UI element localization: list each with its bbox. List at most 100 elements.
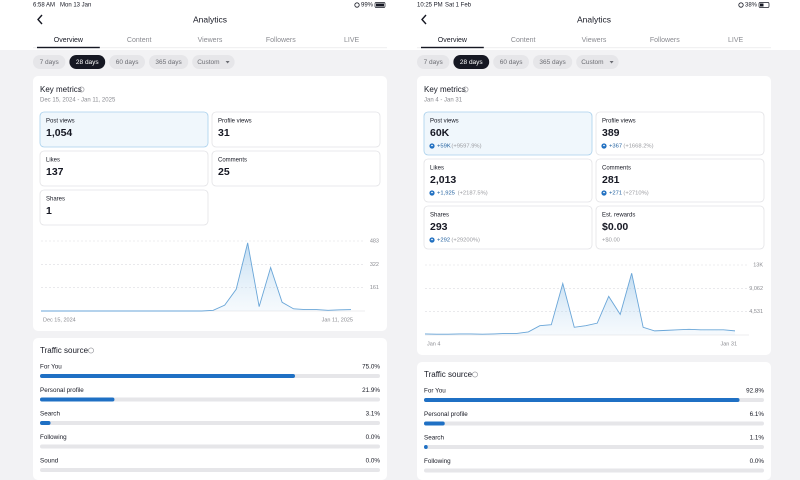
tab[interactable]: LIVE: [344, 37, 360, 44]
metric-tile[interactable]: [211, 150, 381, 187]
metric-tile[interactable]: [595, 111, 765, 156]
x-axis-label: Jan 4: [427, 341, 440, 347]
traffic-card: [417, 362, 771, 480]
card-title: Traffic source: [424, 370, 473, 379]
dropdown-caret: [225, 61, 230, 64]
x-axis-label: Dec 15, 2024: [43, 317, 76, 323]
metric-tile[interactable]: [211, 111, 381, 148]
source-percent: 0.0%: [750, 458, 765, 465]
range-pill[interactable]: [109, 55, 145, 69]
range-pill[interactable]: [453, 55, 490, 69]
tab[interactable]: Content: [511, 37, 536, 44]
source-name: Search: [40, 411, 60, 418]
tab-underline: [421, 46, 484, 49]
tab[interactable]: LIVE: [728, 37, 744, 44]
source-percent: 6.1%: [750, 411, 765, 418]
y-tick-label: 483: [370, 238, 379, 244]
chart-line: [41, 242, 352, 312]
y-tick-label: 4,531: [749, 309, 763, 315]
range-label[interactable]: Custom: [197, 59, 219, 66]
card-title: Traffic source: [40, 346, 89, 355]
metric-label: Shares: [46, 197, 65, 203]
date-range: Jan 4 - Jan 31: [424, 98, 463, 104]
top-bar: [0, 0, 400, 50]
page-title: Analytics: [577, 14, 611, 24]
range-label[interactable]: 7 days: [40, 59, 60, 66]
bar-fill: [40, 421, 51, 425]
range-label[interactable]: 365 days: [155, 59, 182, 66]
tab[interactable]: Overview: [438, 37, 468, 44]
tab-underline: [37, 46, 100, 49]
y-tick-label: 161: [370, 285, 379, 291]
status-time: 10:25 PM: [417, 3, 443, 9]
battery-level: 38%: [745, 3, 758, 9]
range-label[interactable]: 60 days: [116, 59, 140, 66]
range-pill[interactable]: [417, 55, 450, 69]
tab[interactable]: Content: [127, 37, 152, 44]
info-icon: [462, 86, 469, 93]
battery-charge: [376, 3, 384, 7]
metric-tile[interactable]: [423, 111, 593, 156]
range-label[interactable]: 28 days: [460, 59, 484, 66]
range-pill[interactable]: [69, 55, 106, 69]
range-label[interactable]: 7 days: [424, 59, 444, 66]
back-button[interactable]: [421, 14, 427, 25]
bar-fill: [40, 397, 115, 402]
x-axis-label: Jan 11, 2025: [322, 317, 353, 323]
metric-value: 2,013: [430, 174, 456, 186]
metric-tile[interactable]: [595, 205, 765, 250]
metric-tile[interactable]: [595, 158, 765, 203]
y-tick-label: 13K: [753, 262, 763, 268]
metric-tile[interactable]: [39, 111, 209, 148]
range-pill[interactable]: [576, 55, 619, 69]
wifi-icon: [354, 2, 360, 8]
range-pill[interactable]: [33, 55, 66, 69]
metric-label: Comments: [602, 166, 631, 172]
change-arrow: [430, 238, 434, 241]
metric-label: Profile views: [218, 119, 252, 125]
metric-tile[interactable]: [423, 158, 593, 203]
card-title: Key metrics: [40, 85, 82, 94]
tab[interactable]: Followers: [650, 37, 680, 44]
tab[interactable]: Followers: [266, 37, 296, 44]
metric-tile[interactable]: [39, 189, 209, 226]
source-percent: 3.1%: [366, 411, 381, 418]
back-button[interactable]: [37, 14, 43, 25]
metric-label: Est. rewards: [602, 213, 635, 219]
range-label[interactable]: Custom: [581, 59, 603, 66]
bar-track: [424, 421, 764, 426]
battery-icon: [374, 2, 386, 8]
source-percent: 0.0%: [366, 434, 381, 441]
range-pill[interactable]: [533, 55, 573, 69]
x-axis-label: Jan 31: [720, 341, 737, 347]
tab[interactable]: Overview: [54, 37, 84, 44]
metric-change: +$0.00: [602, 238, 620, 244]
source-name: Personal profile: [40, 387, 84, 394]
source-percent: 0.0%: [366, 458, 381, 465]
range-pill[interactable]: [149, 55, 189, 69]
metric-change: +271: [609, 191, 622, 197]
metric-change: +292: [437, 238, 450, 244]
range-pill[interactable]: [192, 55, 235, 69]
bar-track: [40, 421, 380, 425]
metric-value: 31: [218, 127, 230, 139]
metric-value: 1: [46, 205, 52, 217]
change-arrow: [430, 144, 434, 147]
source-percent: 92.8%: [746, 388, 764, 395]
metric-label: Likes: [46, 158, 60, 164]
metric-value: 293: [430, 221, 448, 233]
metric-tile[interactable]: [423, 205, 593, 250]
info-icon: [78, 86, 85, 93]
range-label[interactable]: 28 days: [76, 59, 100, 66]
tab[interactable]: Viewers: [198, 37, 223, 44]
metric-label: Likes: [430, 166, 444, 172]
bar-fill: [424, 445, 428, 449]
range-label[interactable]: 60 days: [500, 59, 524, 66]
range-pill[interactable]: [493, 55, 529, 69]
source-name: Following: [40, 434, 67, 441]
metric-value: $0.00: [602, 221, 628, 233]
range-label[interactable]: 365 days: [539, 59, 566, 66]
metric-tile[interactable]: [39, 150, 209, 187]
tab[interactable]: Viewers: [582, 37, 607, 44]
